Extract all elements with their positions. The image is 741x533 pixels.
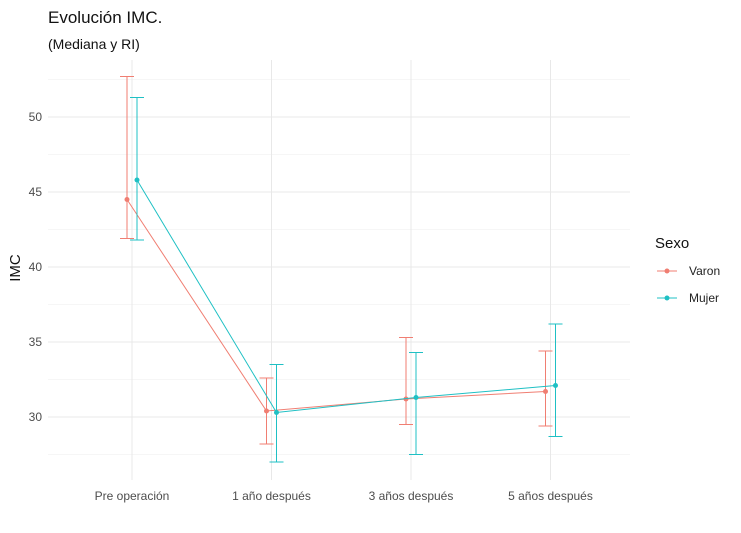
y-tick-label: 50 <box>29 110 43 124</box>
x-tick-label: 5 años después <box>508 489 593 503</box>
x-tick-label: 1 año después <box>232 489 311 503</box>
grid <box>48 60 630 480</box>
legend-title: Sexo <box>655 235 689 252</box>
legend-label: Varon <box>689 264 720 278</box>
data-point <box>543 389 548 394</box>
x-tick-label: Pre operación <box>95 489 170 503</box>
data-point <box>274 410 279 415</box>
chart-subtitle: (Mediana y RI) <box>48 36 140 52</box>
legend-label: Mujer <box>689 291 719 305</box>
y-tick-label: 35 <box>29 335 43 349</box>
y-tick-label: 30 <box>29 410 43 424</box>
x-tick-label: 3 años después <box>369 489 454 503</box>
legend-key-point <box>664 295 670 301</box>
data-point <box>553 383 558 388</box>
data-point <box>124 197 130 202</box>
x-axis: Pre operación 1 año después 3 años después… <box>95 489 593 503</box>
y-axis-title: IMC <box>7 254 24 282</box>
legend-key-point <box>664 268 670 274</box>
y-tick-label: 40 <box>29 260 43 274</box>
data-point <box>413 395 419 400</box>
chart-title: Evolución IMC. <box>48 8 162 27</box>
data-point <box>264 408 269 414</box>
y-axis: 30 35 40 45 50 <box>29 110 43 424</box>
data-point <box>134 177 140 183</box>
y-tick-label: 45 <box>29 185 43 199</box>
series-layer <box>120 76 563 463</box>
series-line <box>126 199 546 412</box>
legend: Sexo Varon Mujer <box>655 235 720 305</box>
series-line <box>136 179 556 414</box>
